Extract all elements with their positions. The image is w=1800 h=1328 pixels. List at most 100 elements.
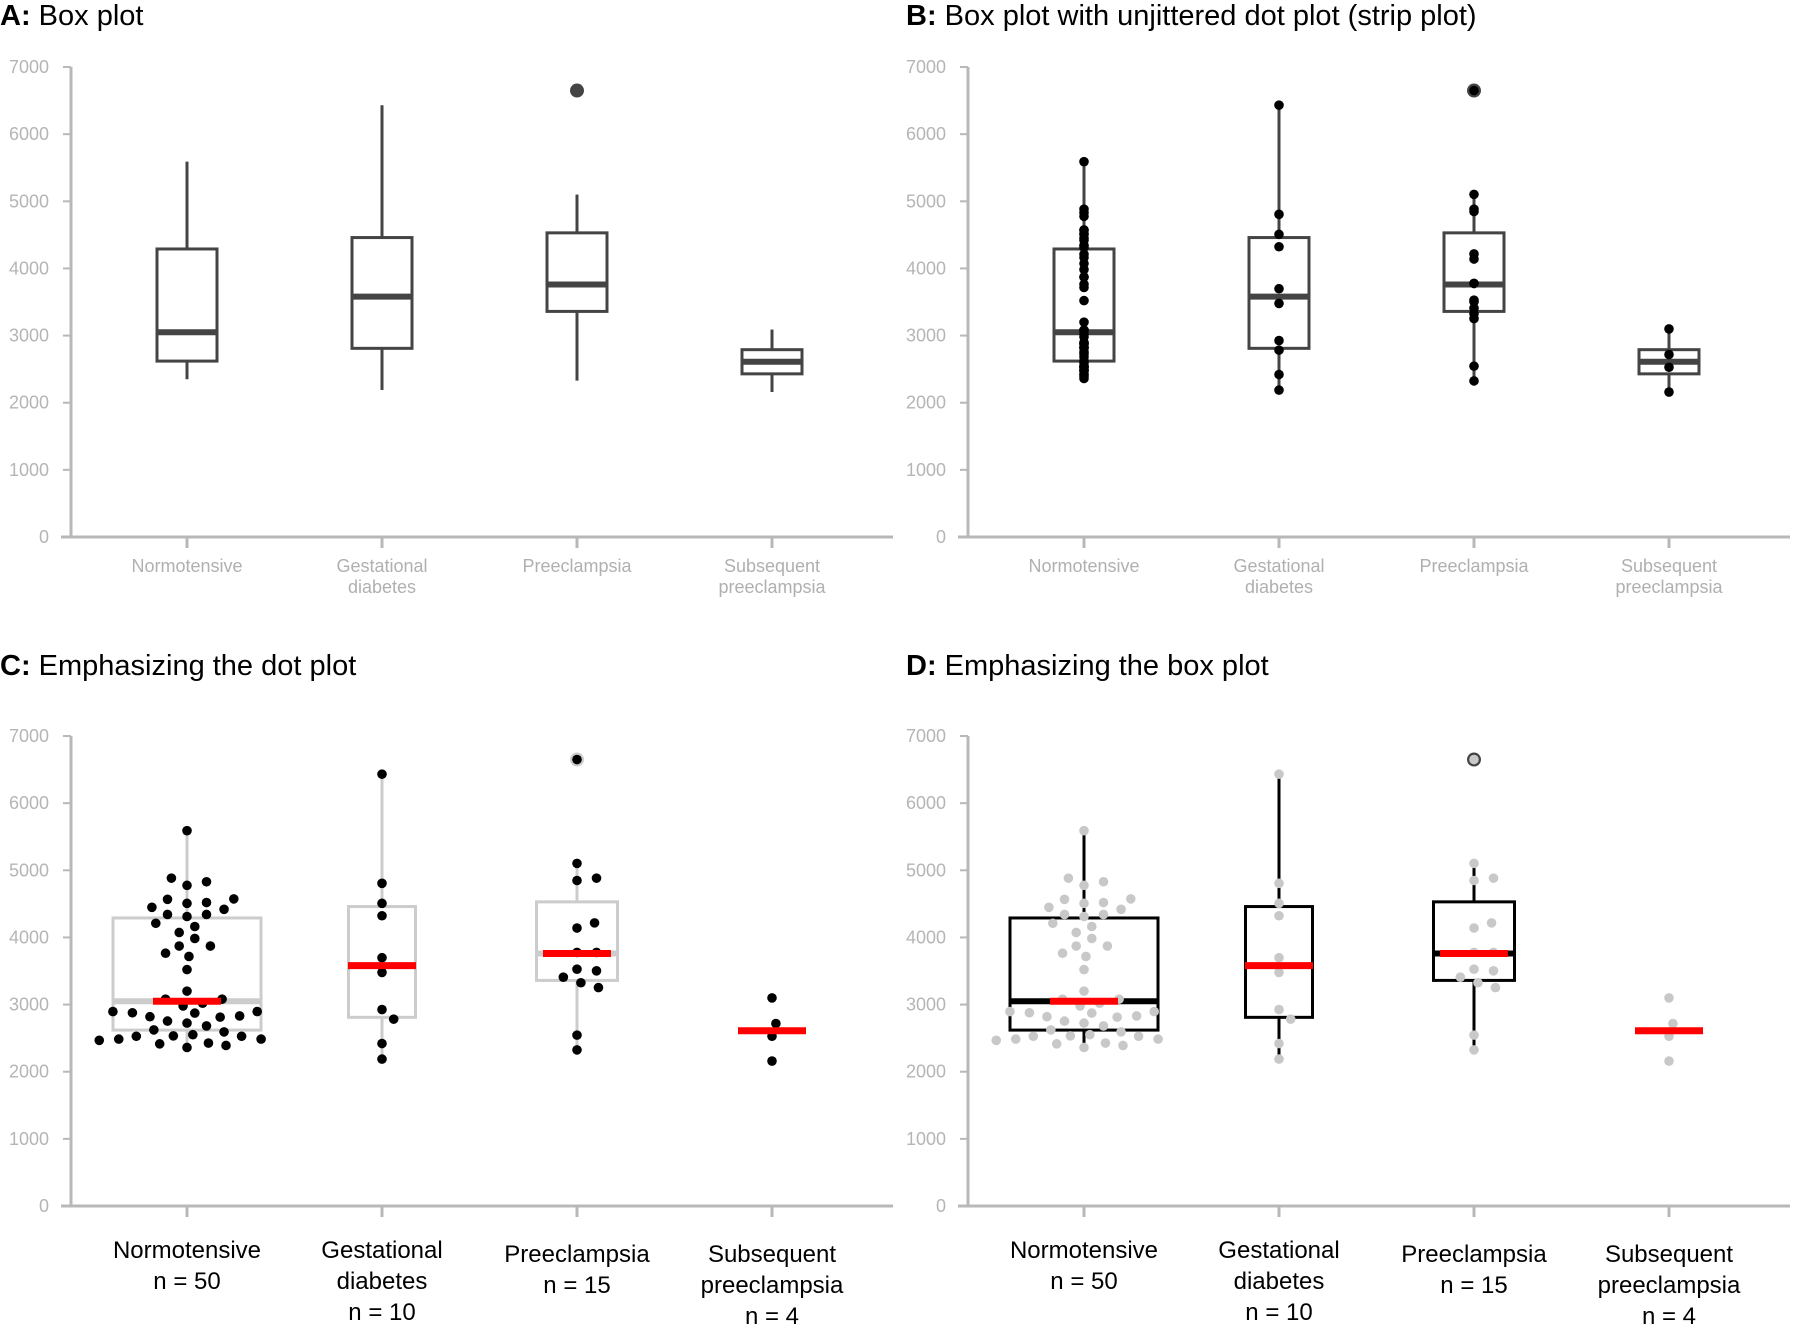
y-tick-label: 1000 (906, 460, 946, 480)
data-point (1274, 369, 1284, 380)
data-point (1490, 982, 1501, 993)
category-group: Normotensive (1028, 156, 1140, 576)
data-point (1079, 373, 1089, 384)
x-tick-label: Subsequent (724, 556, 820, 576)
data-point (767, 1056, 777, 1066)
data-point (166, 873, 177, 883)
y-tick-label: 7000 (906, 57, 946, 77)
data-point (108, 1006, 118, 1017)
data-point (1005, 1006, 1015, 1017)
data-point (1057, 948, 1068, 959)
data-point (1469, 1045, 1479, 1055)
data-point (1469, 1030, 1479, 1040)
data-point (1079, 295, 1089, 306)
data-point (1469, 376, 1479, 386)
n-label: n = 10 (348, 1299, 415, 1326)
data-point (1059, 1016, 1070, 1026)
data-point (1274, 1054, 1284, 1064)
data-point (1079, 235, 1089, 246)
data-point (1102, 941, 1113, 951)
data-point (1065, 1031, 1076, 1041)
data-point (236, 1031, 247, 1042)
data-point (127, 1007, 138, 1018)
data-point (1126, 894, 1136, 904)
data-point (1469, 189, 1479, 200)
data-point (1079, 282, 1089, 293)
x-tick-label: preeclampsia (718, 577, 826, 597)
x-tick-label: Subsequent (708, 1241, 836, 1268)
data-point (201, 897, 212, 908)
data-point (1079, 329, 1089, 339)
data-point (1274, 298, 1284, 309)
y-tick-label: 2000 (9, 1062, 49, 1082)
data-point (219, 1027, 229, 1037)
data-point (1010, 1034, 1021, 1044)
data-point (1274, 283, 1284, 294)
data-point (1469, 858, 1479, 869)
n-label: n = 50 (1050, 1268, 1117, 1295)
x-tick-label: Preeclampsia (1401, 1241, 1547, 1268)
data-point (201, 876, 212, 887)
x-tick-label: Preeclampsia (504, 1241, 650, 1268)
data-point (1133, 1031, 1144, 1042)
data-point (377, 769, 387, 779)
y-tick-label: 7000 (9, 57, 49, 77)
data-point (1274, 385, 1284, 395)
data-point (182, 964, 192, 975)
data-point (1274, 335, 1284, 346)
data-point (1486, 918, 1497, 928)
data-point (572, 754, 582, 765)
panel-letter: D: (906, 650, 937, 682)
data-point (1079, 317, 1089, 327)
category-group: Subsequent preeclampsia n = 4 (1598, 993, 1741, 1328)
data-point (377, 878, 387, 889)
y-tick-label: 0 (936, 1196, 946, 1216)
data-point (1079, 964, 1089, 975)
data-point (149, 1025, 159, 1035)
n-label: n = 15 (543, 1272, 610, 1299)
panel-b: B: Box plot with unjittered dot plot (st… (906, 0, 1790, 597)
data-point (1079, 225, 1089, 235)
y-tick-label: 0 (936, 527, 946, 547)
panel-title-text: Box plot with unjittered dot plot (strip… (937, 0, 1477, 32)
panel-a: A: Box plot 0 1000 2000 3000 4000 5000 6000 7000… (0, 0, 893, 597)
data-point (1274, 209, 1284, 220)
data-point (1079, 207, 1089, 218)
data-point (1079, 252, 1089, 263)
data-point (160, 948, 171, 959)
y-tick-label: 5000 (9, 191, 49, 211)
data-point (1469, 313, 1479, 324)
data-point (377, 1054, 387, 1064)
category-group: Normotensive n = 50 (94, 825, 266, 1295)
data-point (1079, 1042, 1089, 1053)
data-point (1079, 986, 1089, 996)
category-group: Gestational diabetes n = 10 (1218, 769, 1340, 1326)
data-point (591, 966, 602, 976)
data-point (377, 1004, 387, 1015)
n-label: n = 10 (1245, 1299, 1312, 1326)
n-label: n = 15 (1440, 1272, 1507, 1299)
data-point (377, 898, 387, 909)
data-point (1028, 1031, 1039, 1042)
x-tick-label: preeclampsia (1615, 577, 1723, 597)
data-point (1469, 85, 1479, 96)
data-point (1087, 933, 1097, 944)
data-point (572, 1045, 582, 1055)
panel-title: D: Emphasizing the box plot (906, 650, 1269, 682)
data-point (558, 972, 569, 982)
data-point (1274, 229, 1284, 240)
data-point (162, 909, 173, 920)
data-point (182, 898, 192, 909)
data-point (1274, 878, 1284, 889)
data-point (256, 1034, 266, 1044)
panel-title: C: Emphasizing the dot plot (0, 650, 356, 682)
data-point (1664, 349, 1674, 360)
data-point (190, 1008, 200, 1018)
y-tick-label: 0 (39, 527, 49, 547)
data-point (576, 977, 586, 988)
x-tick-label: diabetes (1245, 577, 1313, 597)
data-point (589, 918, 600, 928)
y-tick-label: 2000 (9, 393, 49, 413)
data-point (1079, 337, 1089, 348)
